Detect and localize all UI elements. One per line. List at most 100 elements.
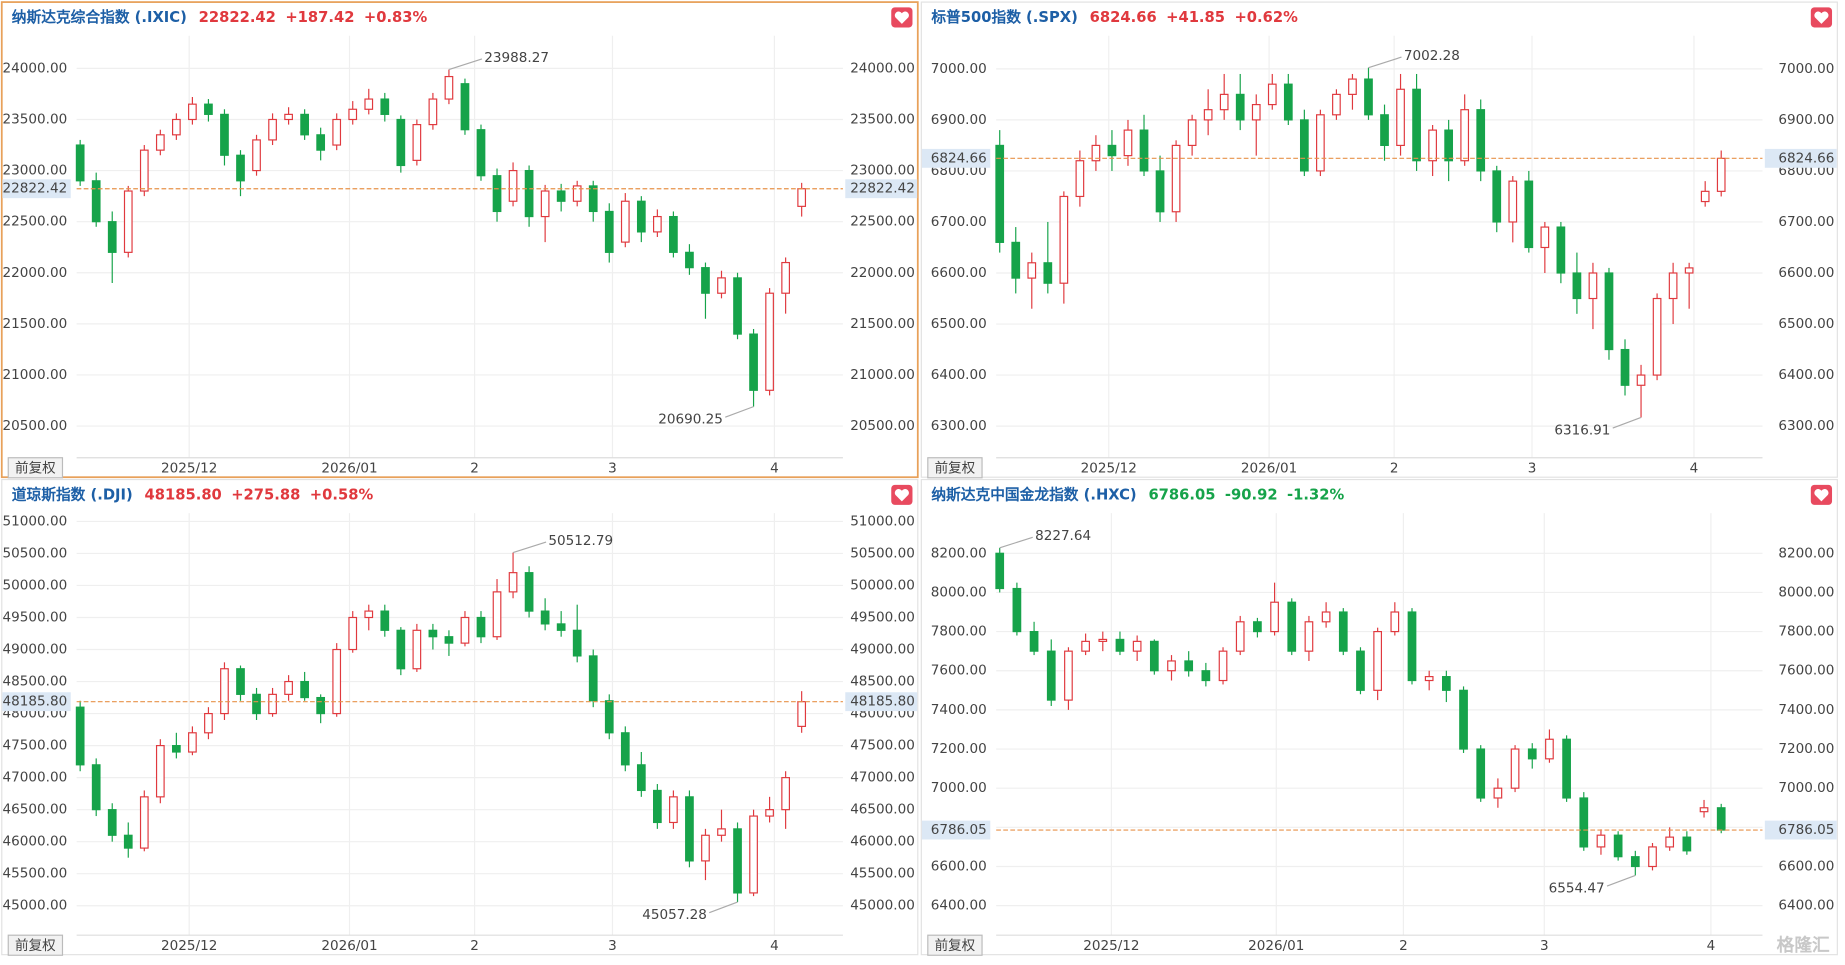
favorite-button[interactable] xyxy=(1810,484,1833,505)
y-tick-label: 51000.00 xyxy=(3,513,68,529)
candle-body xyxy=(733,828,742,894)
favorite-button[interactable] xyxy=(891,484,913,505)
y-tick-label: 7200.00 xyxy=(931,741,987,757)
min-leader xyxy=(1606,874,1636,887)
candle-body xyxy=(1338,611,1348,652)
panel-frame xyxy=(920,1,1838,478)
candle-body xyxy=(524,572,534,612)
panel-frame xyxy=(0,1,919,479)
last-price: 48185.80 xyxy=(145,486,222,503)
candle-body xyxy=(604,700,614,734)
last-price-label: 48185.80 xyxy=(3,694,68,710)
candle-body xyxy=(220,668,229,715)
favorite-button[interactable] xyxy=(1810,7,1833,28)
candle-body xyxy=(1098,638,1108,642)
y-tick-label: 50000.00 xyxy=(3,577,68,593)
change-percent: +0.62% xyxy=(1234,9,1298,26)
candle-body xyxy=(492,175,502,213)
candle-body xyxy=(1444,129,1454,162)
candle-body xyxy=(1596,834,1606,848)
candle-body xyxy=(1510,748,1520,789)
x-tick-label: 2026/01 xyxy=(1241,460,1297,476)
adjust-label[interactable]: 前复权 xyxy=(935,937,976,954)
candle-body xyxy=(636,764,646,792)
last-price-box xyxy=(921,820,991,840)
candle-body xyxy=(636,200,646,233)
last-price-box-right xyxy=(845,179,918,199)
last-price: 6824.66 xyxy=(1090,9,1157,26)
x-tick-label: 4 xyxy=(1707,938,1716,954)
min-annotation: 20690.25 xyxy=(658,412,723,428)
y-tick-label: 6500.00 xyxy=(931,316,987,332)
index-title: 纳斯达克中国金龙指数 (.HXC) xyxy=(931,485,1136,503)
candle-body xyxy=(765,292,774,391)
candle-body xyxy=(620,732,630,766)
y-tick-label: 47500.00 xyxy=(3,738,68,754)
candle-body xyxy=(1332,93,1341,116)
y-tick-label: 21000.00 xyxy=(3,367,68,383)
candle-body xyxy=(188,103,197,121)
adjust-label[interactable]: 前复权 xyxy=(15,459,56,476)
x-tick-label: 2025/12 xyxy=(161,460,217,476)
y-tick-label: 21500.00 xyxy=(3,316,68,332)
y-tick-label: 46000.00 xyxy=(3,834,68,850)
y-tick-label-right: 7600.00 xyxy=(1778,663,1834,679)
candle-body xyxy=(1396,88,1405,147)
adjust-box[interactable] xyxy=(7,457,64,479)
min-leader xyxy=(725,406,754,418)
y-tick-label-right: 7400.00 xyxy=(1778,702,1834,718)
panel-header: 纳斯达克综合指数 (.IXIC) 22822.42 +187.42 +0.83% xyxy=(12,8,428,26)
candle-body xyxy=(284,680,293,695)
favorite-button[interactable] xyxy=(891,7,913,28)
y-tick-label-right: 6500.00 xyxy=(1778,316,1834,332)
heart-icon[interactable] xyxy=(1814,11,1829,24)
last-price-box-right xyxy=(845,692,918,712)
candle-body xyxy=(797,188,807,207)
candle-body xyxy=(1171,144,1181,213)
candle-body xyxy=(268,693,277,715)
candle-body xyxy=(1527,748,1537,760)
candle-body xyxy=(252,139,261,172)
candle-body xyxy=(781,777,790,811)
candle-body xyxy=(300,113,309,136)
y-tick-label-right: 6700.00 xyxy=(1778,214,1834,230)
y-tick-label-right: 47500.00 xyxy=(850,738,915,754)
candle-body xyxy=(428,98,438,126)
adjust-label[interactable]: 前复权 xyxy=(15,937,56,954)
y-tick-label: 6600.00 xyxy=(931,858,987,874)
candle-body xyxy=(1059,195,1069,284)
adjust-label[interactable]: 前复权 xyxy=(935,459,976,476)
candle-body xyxy=(701,834,710,862)
adjust-box[interactable] xyxy=(927,934,983,956)
candle-body xyxy=(492,591,502,638)
candle-body xyxy=(1652,297,1662,376)
min-annotation: 6316.91 xyxy=(1554,422,1610,438)
candle-body xyxy=(188,732,197,753)
last-price-box-right xyxy=(1764,820,1837,840)
candle-body xyxy=(701,267,710,294)
adjust-box[interactable] xyxy=(927,457,983,479)
x-tick-label: 2025/12 xyxy=(161,938,217,954)
candle-body xyxy=(1270,601,1279,633)
y-tick-label-right: 20500.00 xyxy=(850,418,915,434)
candle-body xyxy=(316,134,326,151)
candle-body xyxy=(1219,93,1229,111)
y-tick-label-right: 7000.00 xyxy=(1778,61,1834,77)
candle-body xyxy=(1572,272,1582,300)
heart-icon[interactable] xyxy=(894,488,909,502)
y-tick-label: 7600.00 xyxy=(931,663,987,679)
candle-body xyxy=(107,809,117,836)
candle-body xyxy=(220,113,229,156)
adjust-box[interactable] xyxy=(7,934,64,956)
candle-body xyxy=(428,629,438,638)
heart-icon[interactable] xyxy=(894,11,909,24)
y-tick-label: 6600.00 xyxy=(931,265,987,281)
heart-icon[interactable] xyxy=(1814,488,1829,502)
y-tick-label-right: 6300.00 xyxy=(1778,418,1834,434)
candle-body xyxy=(1267,83,1277,106)
candle-body xyxy=(1299,119,1309,172)
last-price-label-right: 48185.80 xyxy=(850,694,915,710)
candle-body xyxy=(139,796,149,849)
candle-body xyxy=(717,828,726,836)
candle-body xyxy=(75,706,85,766)
